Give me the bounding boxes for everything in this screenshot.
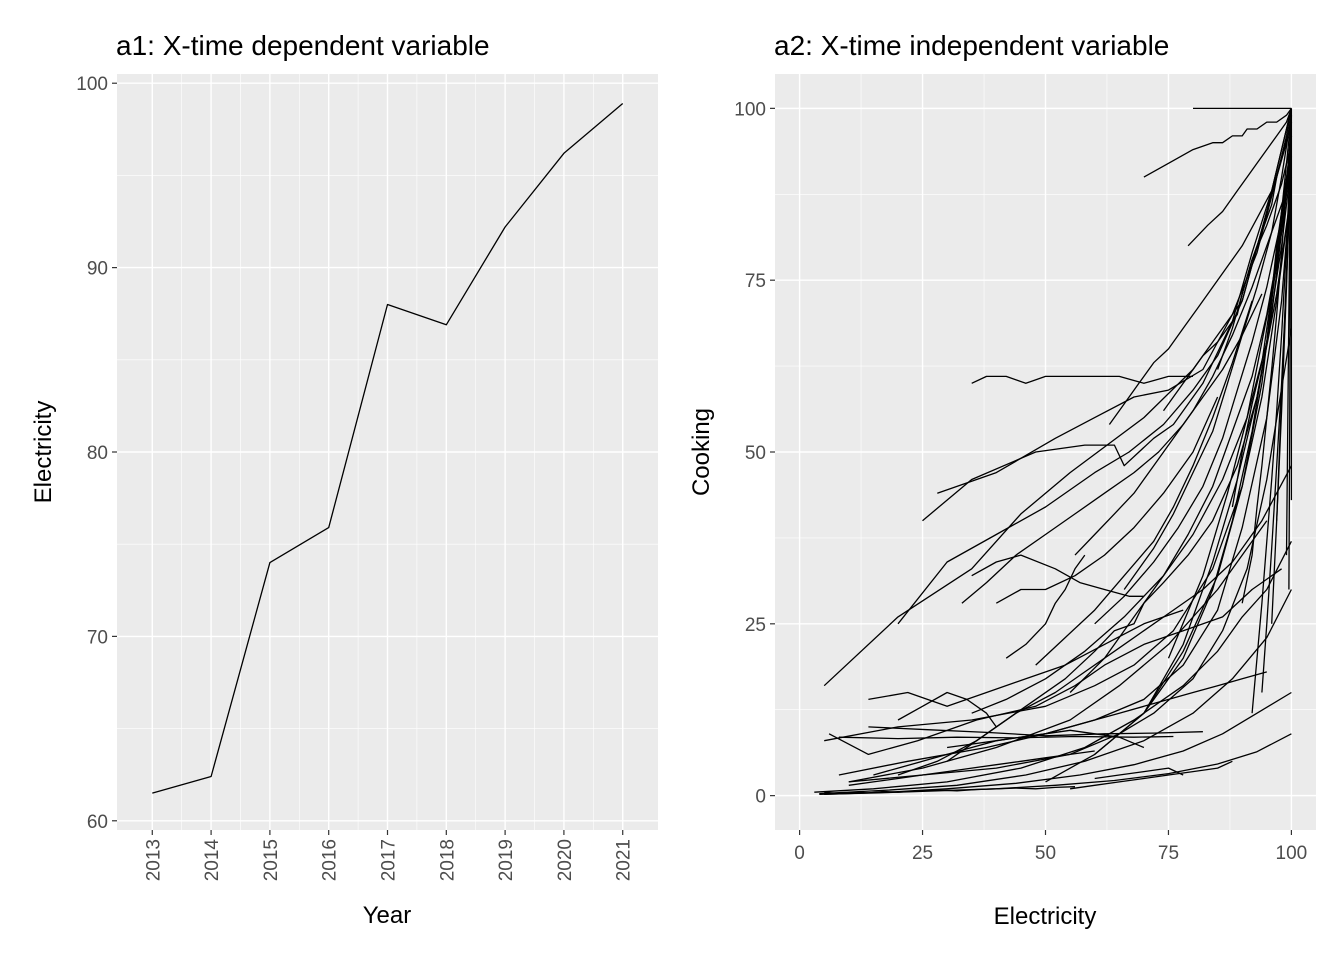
a2-series-line [824, 786, 1076, 795]
panel-a1-grid [117, 74, 658, 830]
a2-series-line [1035, 300, 1253, 666]
panel-a1-marks [152, 103, 624, 794]
a2-series-line [922, 108, 1293, 522]
a1-x-tick-label: 2020 [555, 839, 576, 881]
a2-series-line [1276, 122, 1293, 521]
a2-series-line [1251, 135, 1293, 714]
a2-series-line [1216, 115, 1293, 370]
panel-a2-y-axis-title: Cooking [688, 408, 715, 496]
a1-x-tick-label: 2015 [261, 839, 282, 881]
a2-series-line [946, 190, 1293, 762]
a2-series-line [961, 293, 1263, 604]
a1-y-tick-label: 70 [87, 627, 108, 648]
panel-a1-title: a1: X-time dependent variable [116, 30, 490, 61]
a2-y-tick-label: 0 [755, 787, 766, 808]
a1-y-tick-label: 90 [87, 259, 108, 280]
a2-series-line [868, 726, 1203, 737]
a2-series-line [947, 671, 1267, 749]
a1-x-tick-label: 2014 [202, 839, 223, 882]
a2-series-line [1005, 554, 1086, 659]
a1-x-tick-label: 2017 [379, 839, 400, 881]
a2-y-tick-label: 25 [745, 615, 766, 636]
panel-a2-marks [814, 107, 1293, 795]
a2-x-tick-label: 50 [1035, 843, 1056, 864]
a2-series-line [1241, 122, 1293, 604]
panel-a2-title: a2: X-time independent variable [774, 30, 1169, 61]
a2-series-line [828, 568, 1282, 756]
a2-x-tick-label: 0 [794, 843, 805, 864]
a2-series-line [1162, 142, 1293, 412]
a1-x-tick-label: 2019 [496, 839, 517, 881]
a2-series-line [1094, 767, 1184, 780]
a2-series-line [1231, 115, 1293, 508]
a1-x-tick-label: 2016 [320, 839, 341, 881]
a2-series-line [1285, 115, 1293, 556]
a2-series-line [819, 589, 1292, 795]
a2-series-line [1108, 190, 1273, 425]
a1-y-tick-label: 80 [87, 443, 108, 464]
a2-series-line [1074, 176, 1293, 556]
a2-series-line [897, 108, 1293, 625]
a2-series-line [897, 691, 997, 728]
a2-x-tick-label: 75 [1158, 843, 1179, 864]
a1-y-tick-label: 100 [76, 74, 108, 95]
a2-series-line [971, 375, 1193, 384]
a2-series-line [1069, 156, 1293, 693]
panel-a1-x-axis-title: Year [363, 902, 412, 929]
a1-x-tick-label: 2013 [143, 839, 164, 881]
a2-series-line [848, 750, 1095, 786]
a2-series-line [1094, 142, 1293, 625]
a2-y-tick-label: 100 [734, 99, 766, 120]
a2-series-line [897, 465, 1292, 776]
panel-a1: a1: X-time dependent variable 60 70 80 90 10… [30, 30, 658, 929]
a1-y-tick-label: 60 [87, 812, 108, 833]
a1-series-line [152, 103, 624, 794]
a2-series-line [1123, 115, 1293, 590]
a2-series-line [995, 396, 1219, 604]
a1-x-tick-label: 2021 [614, 839, 635, 881]
a2-series-line [971, 554, 1144, 597]
a2-x-tick-label: 25 [912, 843, 933, 864]
panel-a2-ticks: 0 25 50 75 100 0 25 50 75 100 [734, 99, 1307, 864]
a2-x-tick-label: 100 [1276, 843, 1308, 864]
a2-series-line [1187, 108, 1293, 247]
a2-series-line [1070, 760, 1233, 790]
a2-series-line [1143, 108, 1292, 178]
panel-a1-y-axis-title: Electricity [30, 401, 57, 504]
a2-y-tick-label: 75 [745, 271, 766, 292]
a2-series-line [868, 609, 1184, 707]
panel-a2-x-axis-title: Electricity [994, 903, 1097, 930]
a2-y-tick-label: 50 [745, 443, 766, 464]
panel-a2: a2: X-time independent variable 0 25 50 75 1… [688, 30, 1316, 930]
a2-series-line [814, 541, 1292, 793]
panel-a1-ticks: 60 70 80 90 100 2013 2014 2015 2016 2017 2018 2019 2… [76, 74, 634, 881]
a1-x-tick-label: 2018 [437, 839, 458, 881]
a2-series-line [824, 142, 1293, 742]
a2-series-line [971, 163, 1293, 714]
